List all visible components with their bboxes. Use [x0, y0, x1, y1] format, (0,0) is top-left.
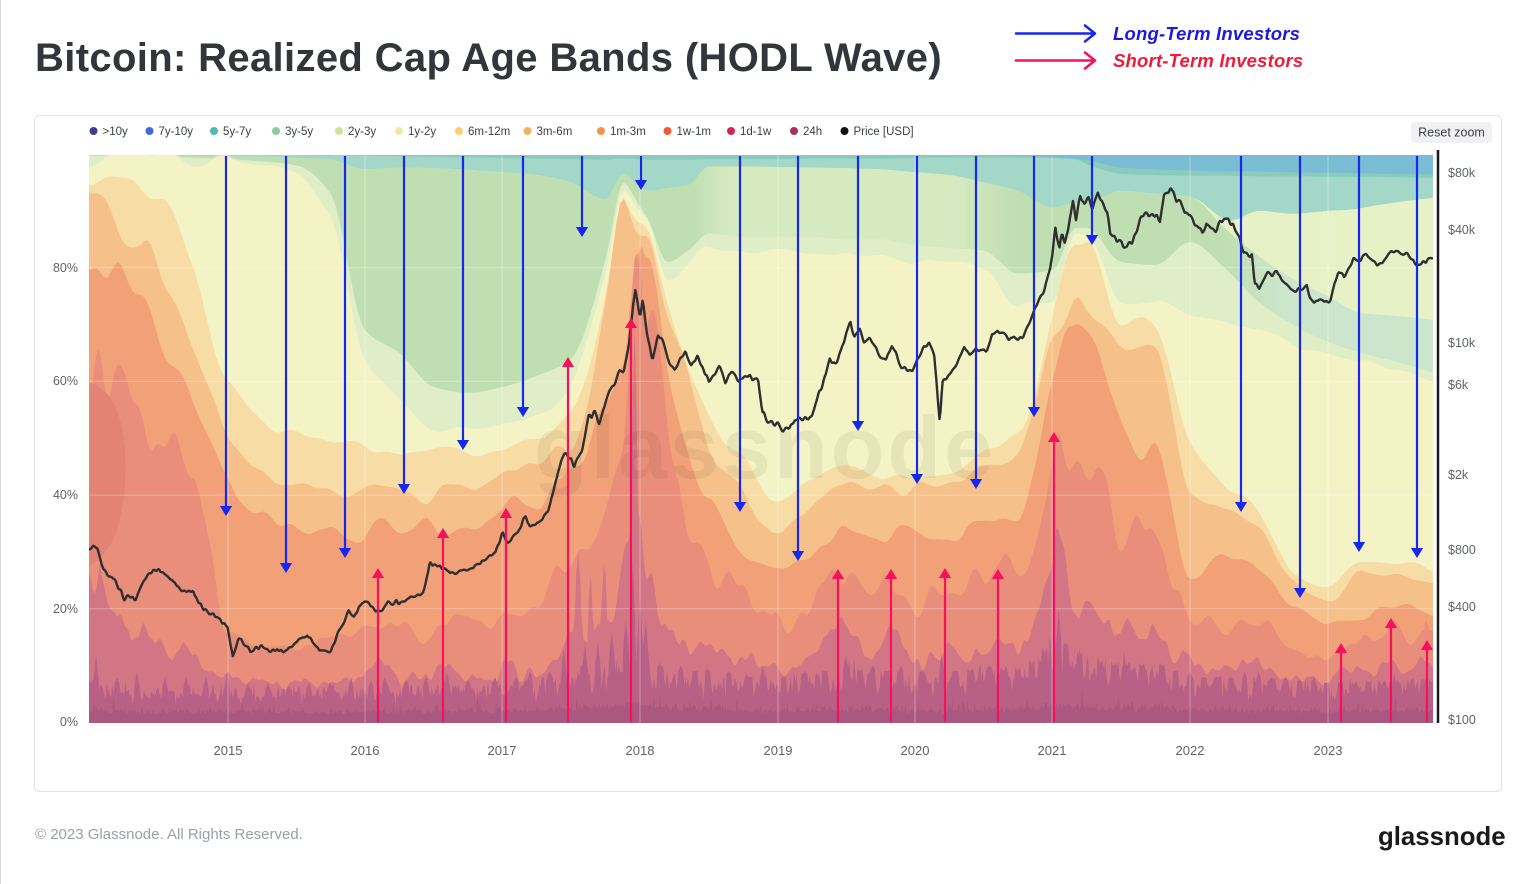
svg-text:$80k: $80k — [1448, 166, 1476, 180]
svg-text:1y-2y: 1y-2y — [408, 126, 436, 138]
svg-text:2017: 2017 — [488, 743, 517, 758]
svg-text:20%: 20% — [53, 602, 78, 616]
svg-text:2021: 2021 — [1038, 743, 1067, 758]
svg-text:$6k: $6k — [1448, 378, 1469, 392]
svg-text:1w-1m: 1w-1m — [677, 126, 712, 138]
svg-text:5y-7y: 5y-7y — [223, 126, 251, 138]
svg-text:Long-Term Investors: Long-Term Investors — [1113, 23, 1300, 44]
svg-text:Bitcoin: Realized Cap Age Band: Bitcoin: Realized Cap Age Bands (HODL Wa… — [35, 36, 942, 80]
svg-text:$400: $400 — [1448, 600, 1476, 614]
svg-text:$40k: $40k — [1448, 223, 1476, 237]
svg-text:6m-12m: 6m-12m — [468, 126, 510, 138]
svg-text:Price [USD]: Price [USD] — [854, 126, 914, 138]
svg-text:2018: 2018 — [626, 743, 655, 758]
svg-text:3y-5y: 3y-5y — [285, 126, 313, 138]
svg-text:$800: $800 — [1448, 543, 1476, 557]
svg-text:2y-3y: 2y-3y — [348, 126, 376, 138]
svg-text:3m-6m: 3m-6m — [537, 126, 573, 138]
svg-text:40%: 40% — [53, 488, 78, 502]
svg-text:2015: 2015 — [214, 743, 243, 758]
svg-text:>10y: >10y — [103, 126, 129, 138]
svg-text:2023: 2023 — [1314, 743, 1343, 758]
svg-text:7y-10y: 7y-10y — [159, 126, 194, 138]
svg-text:Short-Term Investors: Short-Term Investors — [1113, 50, 1303, 71]
svg-text:$10k: $10k — [1448, 336, 1476, 350]
svg-text:2016: 2016 — [351, 743, 380, 758]
svg-text:24h: 24h — [803, 126, 822, 138]
svg-text:2019: 2019 — [764, 743, 793, 758]
svg-text:glassnode: glassnode — [1378, 823, 1506, 851]
svg-text:1m-3m: 1m-3m — [610, 126, 646, 138]
svg-text:60%: 60% — [53, 374, 78, 388]
svg-text:Reset zoom: Reset zoom — [1418, 126, 1485, 140]
svg-text:© 2023 Glassnode. All Rights R: © 2023 Glassnode. All Rights Reserved. — [35, 826, 303, 843]
svg-text:0%: 0% — [60, 715, 78, 729]
svg-text:$100: $100 — [1448, 713, 1476, 727]
svg-text:80%: 80% — [53, 261, 78, 275]
svg-text:$2k: $2k — [1448, 468, 1469, 482]
svg-text:2022: 2022 — [1176, 743, 1205, 758]
svg-text:2020: 2020 — [901, 743, 930, 758]
svg-text:1d-1w: 1d-1w — [740, 126, 772, 138]
